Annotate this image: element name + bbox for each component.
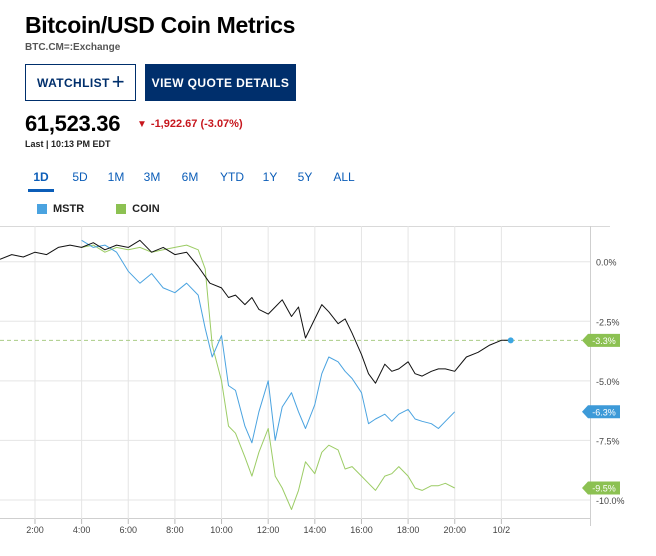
legend-item-coin[interactable]: COIN <box>116 203 160 215</box>
watchlist-label: WATCHLIST <box>37 75 110 90</box>
x-tick-label: 20:00 <box>443 525 466 535</box>
tab-ytd[interactable]: YTD <box>220 170 244 184</box>
x-tick-label: 14:00 <box>304 525 327 535</box>
series-line-coin <box>81 244 455 510</box>
tab-all[interactable]: ALL <box>333 170 355 184</box>
page-title: Bitcoin/USD Coin Metrics <box>25 12 296 38</box>
x-tick-label: 10/2 <box>493 525 511 535</box>
btc-last-point <box>507 337 514 344</box>
y-tick-label: -5.0% <box>596 377 620 387</box>
tab-1y[interactable]: 1Y <box>262 170 278 184</box>
y-tick-label: -10.0% <box>596 496 625 506</box>
series-line-btc <box>0 239 511 384</box>
tab-3m[interactable]: 3M <box>143 170 161 184</box>
end-label-badge <box>582 481 620 495</box>
price-change-value: -1,922.67 (-3.07%) <box>150 118 243 130</box>
end-label-text: -6.3% <box>592 407 616 417</box>
x-tick-label: 16:00 <box>350 525 373 535</box>
tab-1m[interactable]: 1M <box>107 170 125 184</box>
last-updated: Last | 10:13 PM EDT <box>25 139 111 149</box>
tab-1d[interactable]: 1D <box>28 164 54 192</box>
series-line-mstr <box>81 239 456 444</box>
end-label-text: -9.5% <box>592 484 616 494</box>
legend-swatch-coin <box>116 204 127 214</box>
end-label-badge <box>582 333 620 347</box>
y-tick-label: -7.5% <box>596 436 620 446</box>
end-label-btc: -3.3% <box>582 333 620 347</box>
legend-item-mstr[interactable]: MSTR <box>37 203 84 215</box>
x-tick-label: 2:00 <box>26 525 44 535</box>
tab-6m[interactable]: 6M <box>181 170 199 184</box>
end-label-coin: -9.5% <box>582 481 620 495</box>
x-tick-label: 4:00 <box>73 525 91 535</box>
last-price: 61,523.36 <box>25 111 121 136</box>
legend-label-coin: COIN <box>132 203 160 215</box>
y-tick-label: 0.0% <box>596 258 617 268</box>
plus-icon: + <box>111 69 125 94</box>
x-tick-label: 10:00 <box>210 525 233 535</box>
x-tick-label: 18:00 <box>397 525 420 535</box>
legend-swatch-mstr <box>37 204 47 214</box>
end-label-badge <box>582 405 620 419</box>
timeframe-tabs: 1D 5D 1M 3M 6M YTD 1Y 5Y ALL <box>25 164 365 192</box>
price-change: ▼ -1,922.67 (-3.07%) <box>137 118 243 130</box>
x-tick-label: 8:00 <box>166 525 184 535</box>
end-label-text: -3.3% <box>592 336 616 346</box>
x-tick-label: 12:00 <box>257 525 280 535</box>
down-arrow-icon: ▼ <box>137 118 147 130</box>
view-quote-details-button[interactable]: VIEW QUOTE DETAILS <box>145 64 296 101</box>
tab-5d[interactable]: 5D <box>72 170 88 184</box>
chart-legend: MSTR COIN <box>37 203 160 215</box>
symbol-label: BTC.CM=:Exchange <box>25 42 121 53</box>
y-tick-label: -2.5% <box>596 317 620 327</box>
price-comparison-chart[interactable]: 0.0% -2.5% -5.0% -7.5% -10.0% 2:00 4:00 6:00 8:0… <box>0 226 656 556</box>
x-tick-label: 6:00 <box>119 525 137 535</box>
end-label-mstr: -6.3% <box>582 405 620 419</box>
watchlist-button[interactable]: WATCHLIST + <box>25 64 136 101</box>
tab-5y[interactable]: 5Y <box>297 170 313 184</box>
legend-label-mstr: MSTR <box>53 203 85 215</box>
